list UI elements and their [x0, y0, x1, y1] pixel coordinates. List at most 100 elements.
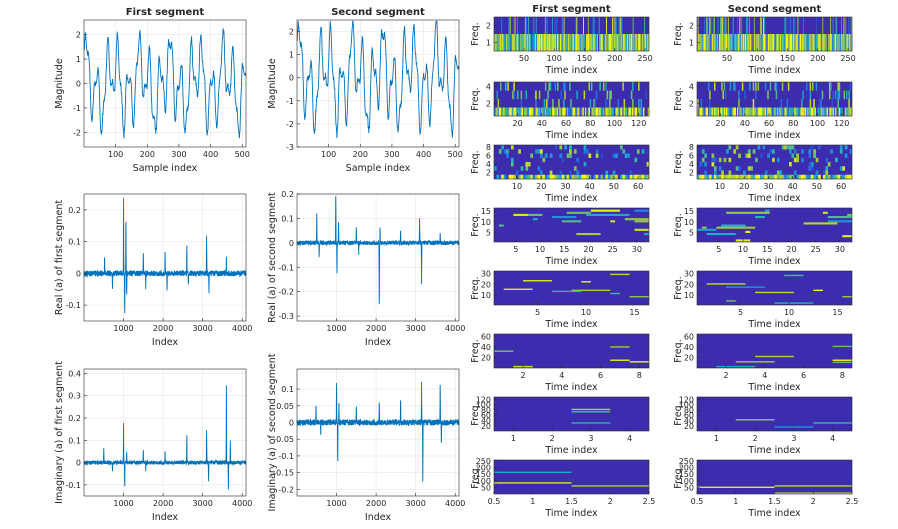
- s3_1-heatmap-cell: [573, 174, 577, 180]
- s2_2-heatmap-cell: [764, 107, 767, 117]
- s1_1-heatmap-cell: [533, 34, 535, 52]
- s8_1-xtick-label: 1.5: [565, 497, 578, 506]
- s1_1-heatmap-cell: [549, 34, 551, 52]
- s1_2-xtick-label: 50: [722, 54, 732, 63]
- s2_2-heatmap-cell: [795, 107, 797, 117]
- s3_2-heatmap-cell: [808, 166, 812, 171]
- s3_1-heatmap-cell: [520, 174, 524, 180]
- s1_1-heatmap-cell: [621, 34, 623, 52]
- s1_1-heatmap-cell: [561, 34, 563, 52]
- s2_2-heatmap-cell: [778, 107, 780, 117]
- re1-axes-frame: [83, 193, 247, 322]
- s1_2-heatmap-cell: [781, 34, 783, 52]
- s2_2-heatmap-cell: [803, 107, 806, 117]
- s2_2-heatmap-cell: [797, 107, 800, 117]
- s3_2-heatmap-cell: [745, 153, 749, 158]
- s2_1-heatmap-cell: [599, 82, 601, 91]
- s1_1-heatmap-cell: [615, 17, 617, 35]
- s2_2-heatmap-cell: [726, 107, 728, 117]
- s2_1-heatmap-cell: [560, 90, 563, 100]
- s1_2-heatmap-cell: [709, 34, 711, 52]
- s2_1-heatmap-cell: [547, 107, 549, 117]
- s1_1-heatmap-cell: [605, 34, 607, 52]
- s2_1-heatmap-cell: [524, 107, 526, 117]
- s1_1-heatmap-cell: [525, 34, 527, 52]
- s3_2-heatmap-cell: [830, 174, 833, 180]
- im2-ytick-label: -0.2: [278, 485, 294, 494]
- s2_1-heatmap-cell: [517, 107, 519, 117]
- s3_1-heatmap-cell: [494, 166, 497, 171]
- s1_2-heatmap-cell: [764, 34, 766, 52]
- s3_2-heatmap-cell: [759, 153, 763, 158]
- s2_2-heatmap-cell: [828, 82, 831, 91]
- s2_2-heatmap-cell: [830, 82, 832, 91]
- s1_2-heatmap-cell: [730, 34, 732, 52]
- s3_2-heatmap-cell: [798, 174, 802, 180]
- s1_1-heatmap-cell: [523, 34, 525, 52]
- s2_2-heatmap-cell: [848, 90, 850, 100]
- s8_1-xtick-label: 2: [608, 497, 613, 506]
- s4_2-axes-frame: [696, 207, 853, 243]
- s1_1-heatmap-cell: [641, 34, 643, 52]
- s1_2-heatmap-cell: [759, 34, 761, 52]
- s8_2-heatmap-background: [697, 460, 852, 494]
- s1_2-heatmap-cell: [722, 17, 724, 35]
- s1_2-heatmap-cell: [813, 34, 815, 52]
- s4_2-xtick-label: 20: [786, 245, 796, 254]
- s3_2-heatmap-cell: [813, 174, 816, 180]
- s1_2-heatmap-cell: [739, 17, 741, 35]
- s2_1-heatmap-cell: [622, 107, 624, 117]
- s1_1-heatmap-cell: [513, 34, 515, 52]
- s7_2-xtick-label: 3: [791, 434, 796, 443]
- mag1-xtick-label: 100: [108, 150, 123, 159]
- s7_1-heatmap-cell: [571, 408, 611, 411]
- s6_2-xlabel: Time index: [747, 382, 801, 393]
- s2_2-heatmap-cell: [774, 82, 777, 91]
- s1_1-heatmap-cell: [550, 34, 552, 52]
- s1_1-heatmap-cell: [636, 34, 638, 52]
- s2_2-heatmap-cell: [752, 99, 755, 108]
- im2-xtick-label: 2000: [366, 499, 386, 508]
- s2_1-heatmap-cell: [525, 90, 527, 100]
- re1-xtick-label: 4000: [232, 324, 252, 333]
- s2_1-heatmap-cell: [563, 82, 565, 91]
- mag2-ytick-label: 2: [289, 28, 294, 37]
- s1_2-heatmap-cell: [784, 34, 786, 52]
- s1_2-heatmap-cell: [850, 34, 852, 52]
- s2_2-heatmap-cell: [738, 90, 740, 100]
- s1_2-heatmap-cell: [721, 17, 723, 35]
- s1_2-heatmap-cell: [726, 34, 727, 52]
- s1_2-heatmap-cell: [807, 34, 809, 52]
- s3_2-heatmap-cell: [743, 170, 746, 175]
- s2_2-heatmap-cell: [759, 107, 762, 117]
- s2_1-xtick-label: 40: [537, 119, 547, 128]
- s2_1-heatmap-cell: [588, 82, 590, 91]
- s3_2-heatmap-cell: [711, 157, 715, 163]
- s2_1-heatmap-cell: [589, 99, 592, 108]
- s1_1-heatmap-cell: [563, 34, 564, 52]
- s2_2-heatmap-cell: [785, 107, 787, 117]
- s1_2-heatmap-cell: [745, 34, 747, 52]
- s1_2-heatmap-cell: [706, 34, 708, 52]
- s3_2-heatmap-cell: [704, 153, 707, 158]
- s1_2-heatmap-cell: [738, 34, 740, 52]
- s1_2-heatmap-cell: [764, 34, 766, 52]
- s2_2-xtick-label: 40: [740, 119, 750, 128]
- s1_1-heatmap-cell: [504, 34, 506, 52]
- s1_2-heatmap-cell: [766, 34, 767, 52]
- s2_1-heatmap-cell: [503, 107, 506, 117]
- s7_1-ytick-label: 20: [481, 422, 491, 431]
- s1_1-heatmap-cell: [563, 34, 565, 52]
- s2_2-heatmap-cell: [793, 107, 796, 117]
- s3_2-xlabel: Time index: [747, 193, 801, 204]
- s1_1-heatmap-cell: [587, 34, 589, 52]
- s2_2-heatmap-cell: [775, 82, 778, 91]
- s2_1-heatmap-cell: [543, 99, 546, 108]
- s1_2-heatmap-cell: [790, 34, 792, 52]
- s3_2-heatmap-cell: [699, 162, 703, 167]
- s5_2-xtick-label: 5: [738, 308, 743, 317]
- s1_1-heatmap-cell: [593, 34, 595, 52]
- s1_2-heatmap-cell: [785, 17, 787, 35]
- s1_2-heatmap-cell: [822, 34, 824, 52]
- s3_2-heatmap-cell: [757, 174, 761, 180]
